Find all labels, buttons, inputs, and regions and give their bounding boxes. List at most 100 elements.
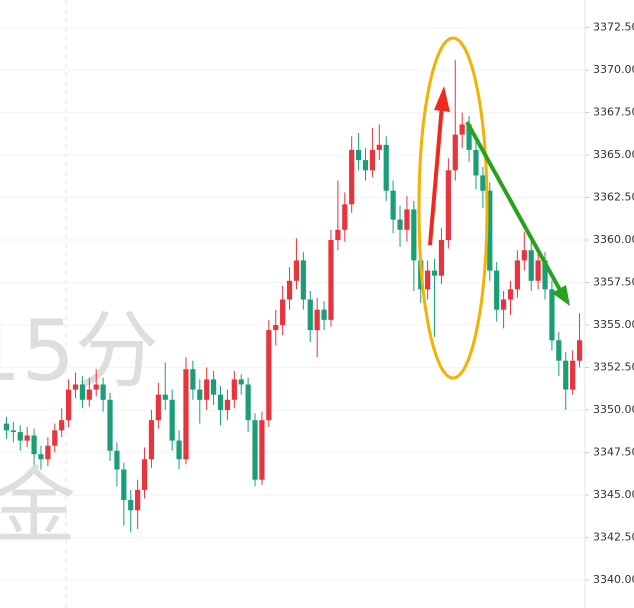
y-tick-label: 3367.50 (593, 106, 634, 119)
y-tick-label: 3360.00 (593, 233, 634, 246)
candle-body (549, 289, 555, 341)
candle-body (576, 340, 583, 361)
candle-body (411, 209, 417, 261)
candle-body (452, 134, 458, 171)
candle-body (3, 423, 10, 431)
candle-body (100, 384, 106, 400)
candle-body (24, 435, 30, 441)
y-tick-label: 3365.00 (593, 148, 634, 161)
candle-body (217, 394, 224, 410)
up-arrow-head (434, 86, 450, 112)
y-tick-label: 3350.00 (593, 403, 634, 416)
candle-body (155, 394, 161, 421)
candle-body (245, 384, 251, 421)
y-tick-label: 3342.50 (593, 530, 634, 543)
candle-body (438, 240, 445, 276)
candle-body (487, 190, 493, 271)
candle-body (162, 394, 168, 400)
candle-body (93, 384, 99, 390)
candle-body (473, 149, 479, 176)
candle-body (273, 324, 279, 331)
candle-body (355, 149, 362, 161)
candle-body (204, 379, 210, 400)
candle-body (521, 250, 527, 261)
y-tick-label: 3370.00 (593, 63, 634, 76)
candle-body (535, 260, 541, 281)
candle-body (390, 190, 396, 220)
candle-body (563, 360, 569, 390)
candle-body (190, 369, 196, 390)
candle-body (425, 270, 431, 290)
y-tick-label: 3357.50 (593, 275, 634, 288)
candle-body (10, 430, 16, 433)
candle-body (321, 309, 327, 320)
candle-body (314, 309, 320, 331)
candle-body (500, 299, 507, 310)
candle-body (183, 369, 189, 460)
candle-body (369, 149, 376, 171)
y-tick-label: 3355.00 (593, 318, 634, 331)
candle-body (342, 204, 348, 230)
candle-body (231, 379, 237, 400)
candle-body (121, 469, 127, 501)
y-tick-label: 3372.50 (593, 21, 634, 34)
candle-body (376, 144, 382, 150)
candle-body (252, 420, 258, 480)
candle-body (72, 384, 79, 390)
watermark: 15分 (0, 302, 159, 400)
candle-body (570, 360, 576, 390)
candle-body (45, 445, 51, 460)
candle-body (556, 340, 562, 361)
up-arrow (428, 104, 444, 246)
candle-body (362, 160, 369, 171)
candle-body (224, 399, 231, 410)
candle-body (542, 260, 548, 290)
candle-body (128, 500, 134, 511)
candle-body (286, 280, 293, 300)
candle-body (52, 430, 58, 446)
highlight-ellipse (417, 36, 489, 380)
candle-body (494, 270, 500, 310)
candle-body (293, 260, 300, 281)
candle-body (404, 209, 410, 230)
down-arrow-head (552, 285, 570, 306)
candle-body (141, 459, 148, 490)
candle-body (383, 144, 389, 191)
candle-body (79, 384, 86, 400)
candle-body (38, 454, 44, 460)
candle-body (431, 270, 438, 276)
y-tick-label: 3362.50 (593, 191, 634, 204)
y-tick-label: 3347.50 (593, 445, 634, 458)
candle-body (259, 420, 265, 480)
candle-body (31, 435, 37, 455)
candle-body (17, 432, 23, 441)
down-arrow (465, 121, 562, 291)
candle-body (210, 379, 217, 395)
candle-body (266, 330, 272, 421)
candle-body (280, 299, 286, 325)
candle-body (300, 260, 306, 300)
candle-body (349, 149, 355, 205)
candle-body (459, 124, 465, 135)
y-tick-label: 3352.50 (593, 360, 634, 373)
candle-body (59, 420, 65, 431)
candle-body (466, 124, 472, 150)
candles (3, 59, 583, 533)
candle-body (135, 489, 141, 511)
candle-body (107, 399, 113, 451)
candle-body (307, 299, 313, 331)
candle-body (480, 175, 486, 191)
candle-body (169, 399, 175, 441)
candle-body (148, 420, 155, 460)
candle-body (176, 440, 182, 460)
candle-body (514, 260, 521, 290)
candle-body (65, 389, 72, 421)
candle-body (445, 170, 451, 241)
watermark: 金 (0, 457, 76, 555)
candle-body (328, 240, 334, 320)
candle-body (238, 379, 244, 385)
candle-body (507, 289, 514, 300)
y-tick-label: 3345.00 (593, 488, 634, 501)
candle-body (528, 250, 534, 281)
